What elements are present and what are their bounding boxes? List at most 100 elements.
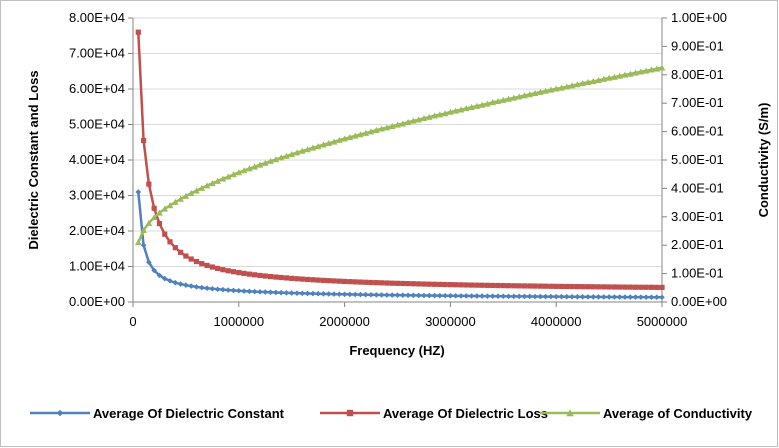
data-point [394,121,401,128]
data-point [552,85,560,92]
data-point [368,279,374,286]
data-point [505,293,512,300]
data-point [347,291,353,298]
data-point [267,289,274,296]
data-point [436,111,444,118]
data-point [510,94,518,101]
data-point [638,284,644,290]
data-point [404,118,412,126]
data-point [416,281,422,287]
data-point [336,278,342,284]
data-point [600,75,608,82]
data-point [193,284,200,290]
data-point [516,283,522,289]
data-point [447,292,454,299]
data-point [405,281,411,287]
data-point [585,284,591,290]
data-point [627,294,634,300]
data-point [352,279,358,285]
data-point [362,129,370,136]
data-point [368,291,374,298]
y-left-tick-label: 7.00E+04 [69,46,125,61]
series-conductivity [134,64,666,246]
data-point [288,151,295,158]
data-point [252,272,258,278]
data-point [183,282,189,288]
data-point [150,214,158,221]
data-point [500,96,507,103]
data-point [346,133,354,141]
data-point [388,122,396,130]
legend-item: Average Of Dielectric Loss [320,406,548,421]
data-point [336,291,343,297]
data-point [293,149,301,156]
data-point [261,159,269,166]
data-point [272,156,280,163]
y-right-tick-label: 1.00E-01 [671,266,724,281]
legend-marker [566,409,574,417]
data-point [537,283,543,289]
axes-layer: 0.00E+00 1.00E+04 2.00E+04 3.00E+04 4.00E+04… [69,10,727,329]
data-point [220,286,226,293]
data-point [352,291,358,298]
data-point [627,284,633,290]
data-point [182,192,190,199]
data-point [267,273,274,280]
data-point [543,283,549,289]
data-point [314,143,322,150]
data-point [553,293,559,300]
data-point [642,67,650,74]
data-point [484,293,491,299]
data-point [611,294,618,300]
x-axis-title: Frequency (HZ) [349,343,444,358]
y-left-tick-label: 1.00E+04 [69,259,125,274]
data-point [246,165,253,172]
data-point [606,294,612,300]
data-point [299,290,306,297]
data-point [453,282,459,288]
legend-label: Average Of Dielectric Constant [93,406,285,421]
data-point [463,282,469,288]
data-point [473,102,481,109]
data-point [193,187,200,194]
data-point [283,152,290,159]
y-right-tick-label: 8.00E-01 [671,67,724,82]
data-point [478,101,486,108]
data-point [362,291,369,298]
data-point [198,284,205,291]
data-point [257,272,263,279]
data-point [426,292,433,299]
data-point [632,69,639,76]
data-point [626,70,634,77]
data-point [357,291,364,298]
data-point [442,281,448,288]
y-right-tick-label: 5.00E-01 [671,152,724,167]
data-point [585,294,591,300]
data-point [468,103,475,110]
data-point [188,256,194,262]
data-point [204,262,210,269]
data-point [135,189,142,195]
data-point [589,78,597,85]
data-point [277,154,285,161]
series-line [137,66,663,243]
data-point [542,293,549,300]
data-point [214,177,221,184]
data-point [140,137,147,144]
data-point [383,124,391,131]
data-point [495,293,501,300]
y-left-tick-label: 3.00E+04 [69,188,125,203]
data-point [320,277,327,283]
data-point [437,292,443,299]
data-point [431,292,438,299]
data-point [548,283,554,289]
data-point [489,293,496,299]
y-right-tick-label: 6.00E-01 [671,124,724,139]
data-point [225,287,232,293]
y-axis-left-title: Dielectric Constant and Loss [26,70,41,249]
data-point [563,293,570,300]
data-point [595,284,602,290]
data-point [219,175,227,182]
data-point [336,136,343,143]
data-point [209,264,215,270]
